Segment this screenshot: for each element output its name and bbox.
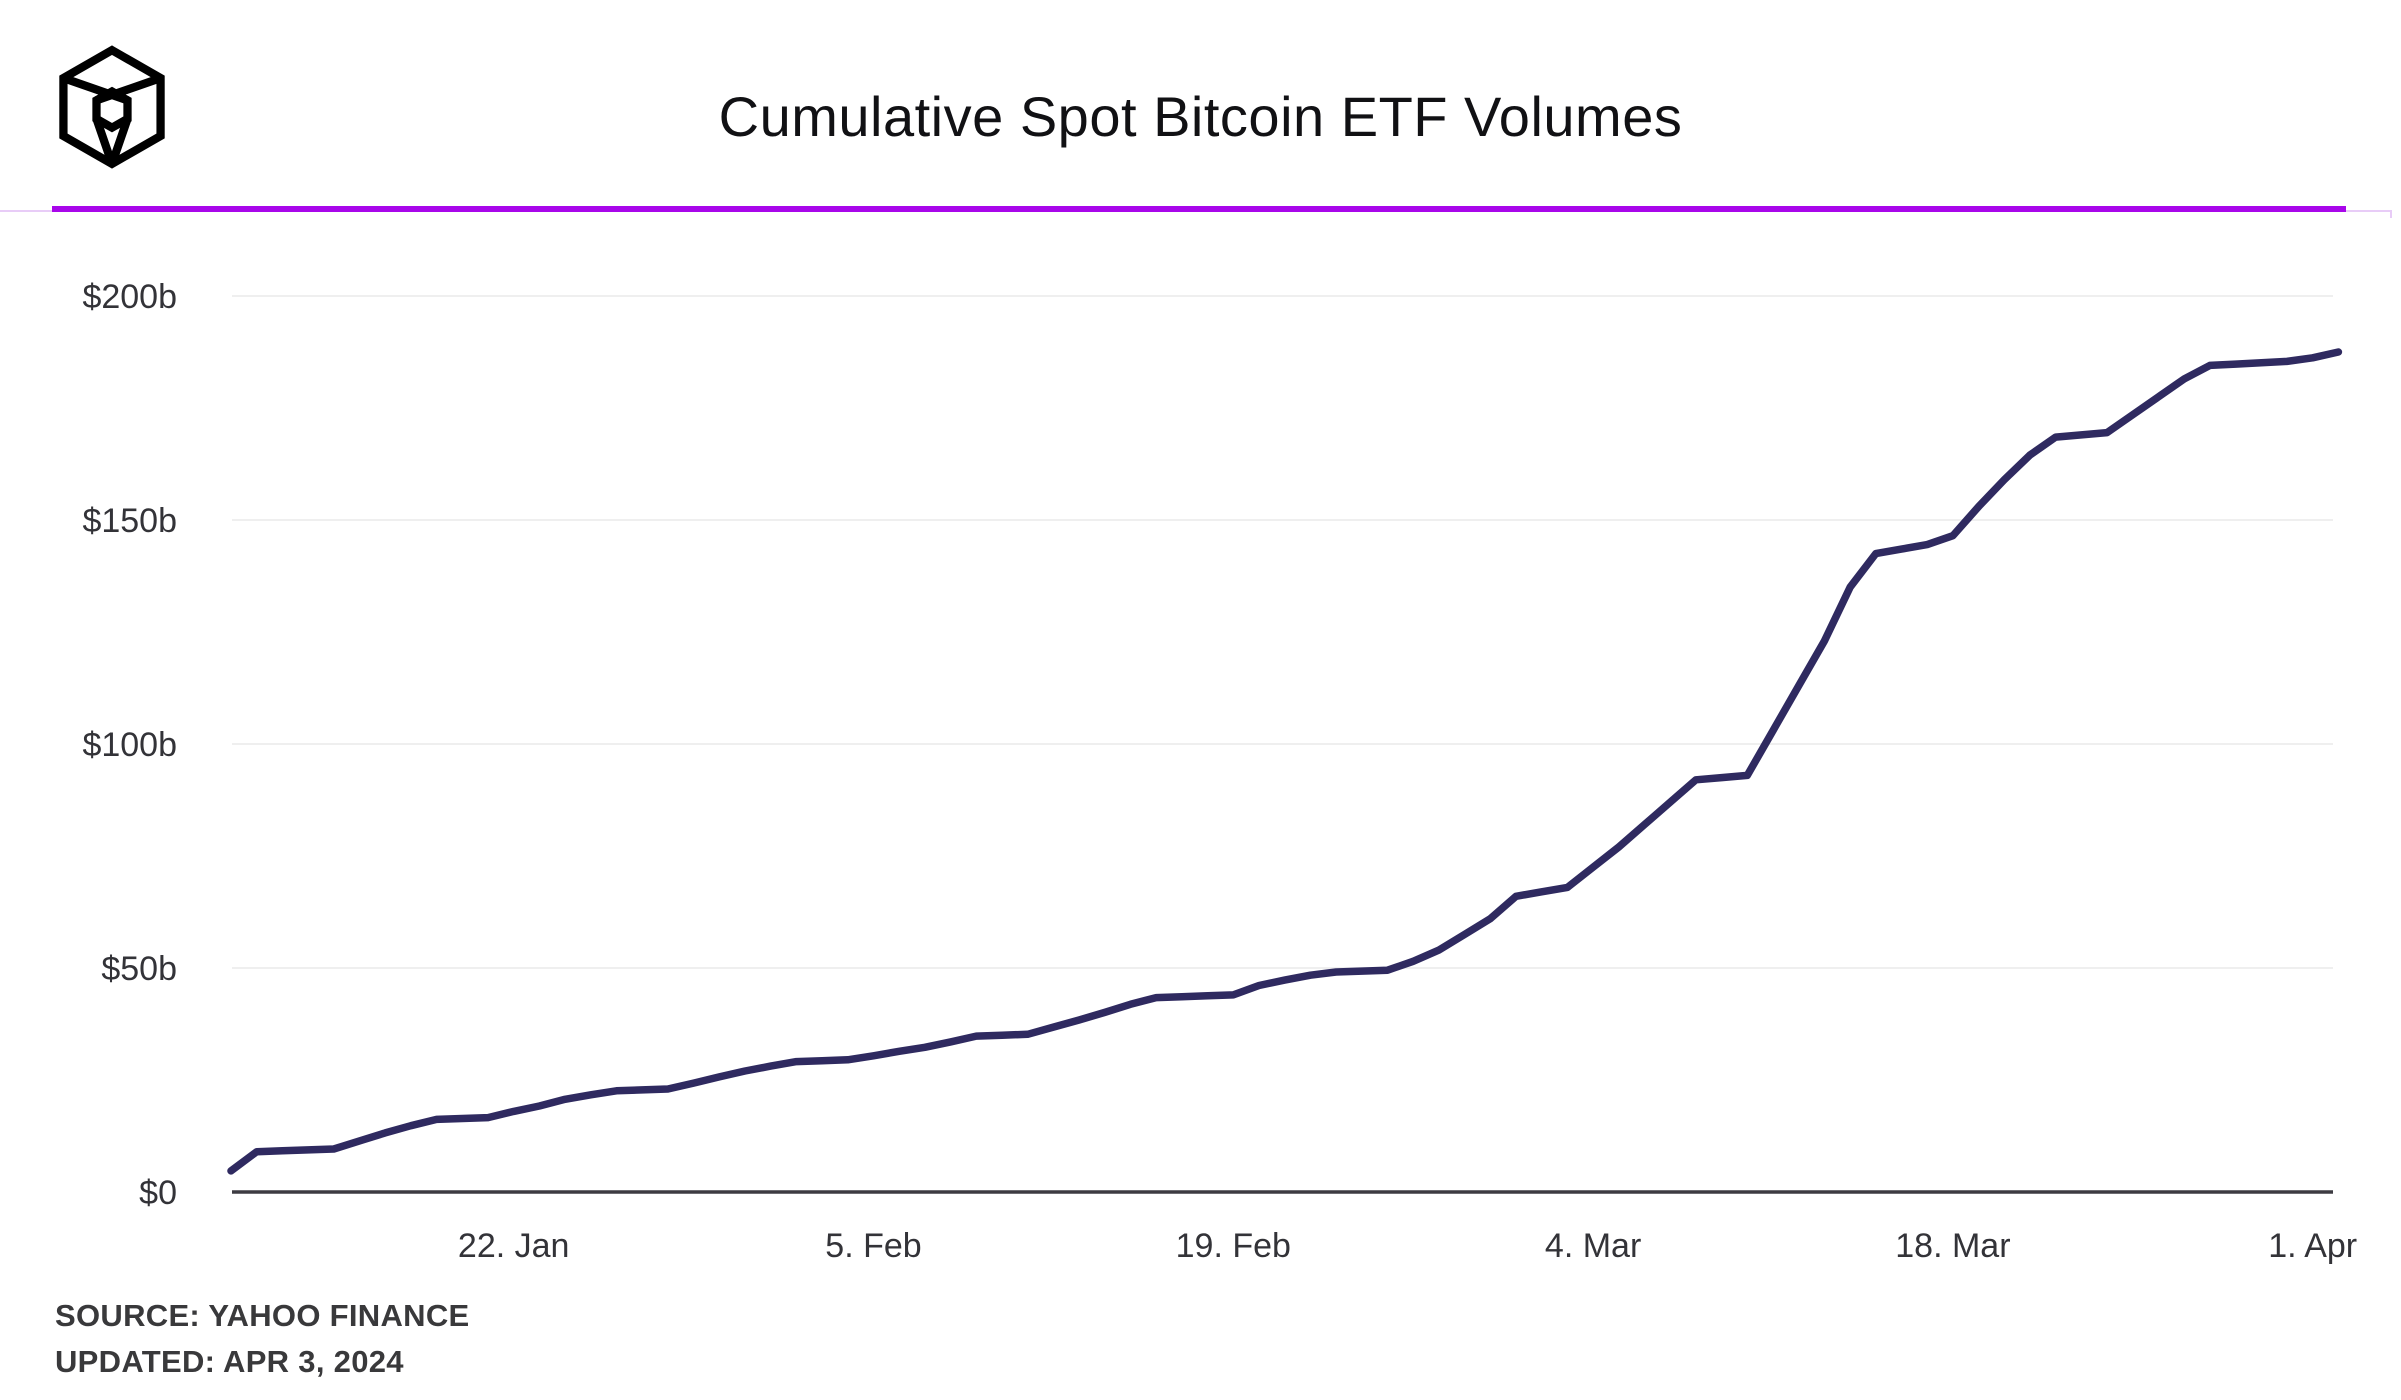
y-tick-label: $50b <box>101 950 177 988</box>
x-tick-label: 5. Feb <box>825 1227 921 1265</box>
x-tick-label: 22. Jan <box>458 1227 570 1265</box>
x-tick-label: 18. Mar <box>1895 1227 2010 1265</box>
cumulative-volume-line <box>227 348 2343 1175</box>
divider-end-nub <box>2390 210 2392 218</box>
source-block: SOURCE: YAHOO FINANCE UPDATED: APR 3, 20… <box>55 1293 470 1385</box>
y-tick-label: $150b <box>82 502 177 540</box>
source-line: SOURCE: YAHOO FINANCE <box>55 1298 470 1333</box>
chart-title: Cumulative Spot Bitcoin ETF Volumes <box>718 85 1683 148</box>
logo-cross-edges <box>62 74 162 166</box>
divider-accent-line <box>52 206 2346 212</box>
y-tick-label: $0 <box>139 1174 177 1212</box>
x-tick-label: 4. Mar <box>1545 1227 1641 1265</box>
y-tick-label: $100b <box>82 726 177 764</box>
y-tick-label: $200b <box>82 278 177 316</box>
x-tick-label: 1. Apr <box>2268 1227 2357 1265</box>
x-tick-label: 19. Feb <box>1176 1227 1291 1265</box>
the-block-cube-logo <box>59 45 165 169</box>
updated-line: UPDATED: APR 3, 2024 <box>55 1344 404 1379</box>
